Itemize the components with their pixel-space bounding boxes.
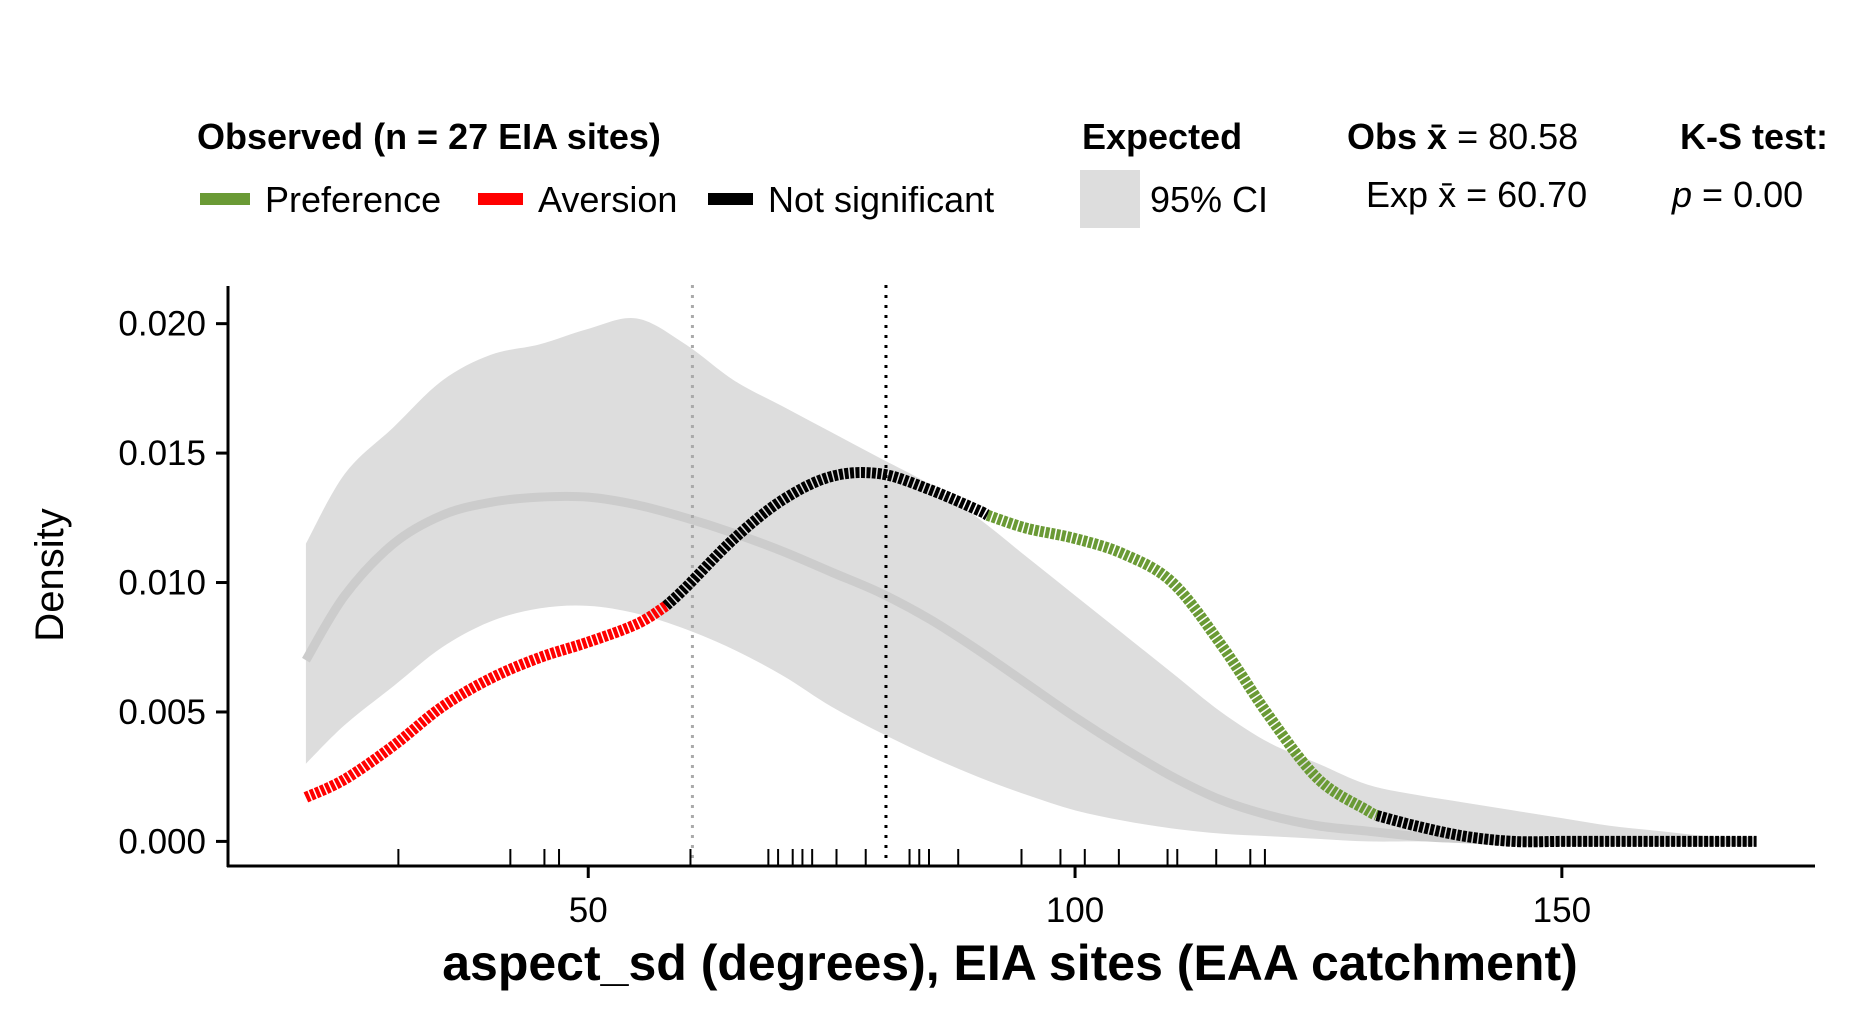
legend-swatch-ci bbox=[1080, 170, 1140, 228]
x-axis-title: aspect_sd (degrees), EIA sites (EAA catc… bbox=[442, 935, 1578, 991]
expected-ci-band bbox=[305, 318, 1757, 842]
observed-segment-aversion-0 bbox=[303, 601, 670, 803]
x-tick-label-0: 50 bbox=[569, 891, 608, 930]
y-tick-label-0: 0.000 bbox=[118, 822, 206, 861]
y-axis-title: Density bbox=[28, 508, 72, 641]
legend-swatch-aversion bbox=[478, 193, 523, 205]
y-tick-label-3: 0.015 bbox=[118, 434, 206, 473]
obs-mean-value: = 80.58 bbox=[1457, 116, 1578, 157]
exp-mean-xbar: x̄ bbox=[1438, 174, 1456, 215]
rug-marks bbox=[397, 849, 1266, 866]
plot-area bbox=[302, 285, 1757, 866]
obs-mean-xbar: x̄ bbox=[1427, 116, 1447, 157]
legend-observed-title: Observed (n = 27 EIA sites) bbox=[197, 116, 661, 157]
legend-label-preference: Preference bbox=[265, 179, 441, 220]
x-tick-label-2: 150 bbox=[1533, 891, 1591, 930]
y-axis-ticks: 0.000 0.005 0.010 0.015 0.020 bbox=[118, 305, 228, 861]
ks-test-title: K-S test: bbox=[1680, 116, 1828, 157]
exp-mean-label: Exp bbox=[1366, 174, 1428, 215]
x-tick-label-1: 100 bbox=[1046, 891, 1104, 930]
ks-p-value: = 0.00 bbox=[1702, 174, 1803, 215]
legend-swatch-preference bbox=[200, 193, 250, 205]
obs-mean-label: Obs bbox=[1347, 116, 1417, 157]
exp-mean-value: = 60.70 bbox=[1466, 174, 1587, 215]
x-axis-ticks: 50 100 150 bbox=[569, 866, 1591, 930]
observed-curve bbox=[303, 467, 1757, 848]
y-tick-label-2: 0.010 bbox=[118, 564, 206, 603]
legend-label-not-significant: Not significant bbox=[768, 179, 994, 220]
obs-mean-text: Obs x̄ = 80.58 bbox=[1347, 116, 1578, 157]
legend-expected-title: Expected bbox=[1082, 116, 1242, 157]
y-tick-label-1: 0.005 bbox=[118, 693, 206, 732]
observed-segment-not-significant-1 bbox=[662, 467, 991, 610]
observed-segment-not-significant-3 bbox=[1375, 810, 1757, 848]
ks-p-text: p = 0.00 bbox=[1671, 174, 1803, 215]
legend-label-ci: 95% CI bbox=[1150, 179, 1268, 220]
observed-segment-preference-2 bbox=[985, 510, 1380, 821]
exp-mean-text: Exp x̄ = 60.70 bbox=[1366, 174, 1587, 215]
ks-p-symbol: p bbox=[1671, 174, 1692, 215]
legend-label-aversion: Aversion bbox=[538, 179, 677, 220]
legend: Observed (n = 27 EIA sites) Preference A… bbox=[197, 116, 1828, 228]
legend-swatch-not-significant bbox=[708, 193, 753, 205]
y-tick-label-4: 0.020 bbox=[118, 305, 206, 344]
